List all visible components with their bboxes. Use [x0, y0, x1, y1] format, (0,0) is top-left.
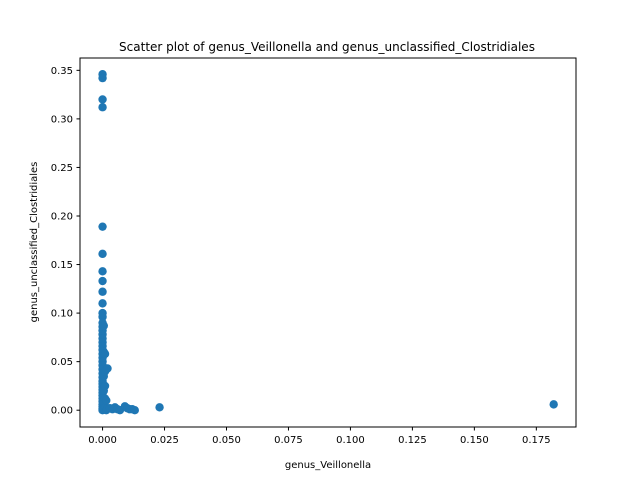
- x-tick-label: 0.075: [274, 435, 303, 446]
- data-point-48: [100, 381, 110, 391]
- data-point-66: [155, 403, 164, 412]
- y-tick-label: 0.00: [51, 406, 73, 417]
- points-layer: [98, 70, 558, 415]
- chart-title: Scatter plot of genus_Veillonella and ge…: [119, 40, 535, 54]
- data-point-6: [98, 267, 107, 276]
- x-axis-label: genus_Veillonella: [285, 460, 371, 471]
- data-point-7: [98, 276, 107, 286]
- data-point-2: [98, 95, 107, 104]
- y-tick-label: 0.10: [51, 309, 73, 320]
- data-point-5: [98, 249, 107, 259]
- data-point-3: [98, 103, 107, 112]
- y-axis-ticks: 0.00 0.05 0.10 0.15 0.20 0.25 0.30 0.35: [51, 66, 80, 417]
- data-point-1: [98, 73, 107, 83]
- data-point-67: [549, 400, 558, 409]
- data-point-54: [103, 364, 112, 373]
- x-axis-ticks: 0.000 0.025 0.050 0.075 0.100 0.125 0.150 0.175: [88, 427, 551, 446]
- x-tick-label: 0.000: [88, 435, 117, 446]
- plot-area-frame: [79, 57, 577, 428]
- x-tick-label: 0.175: [522, 435, 551, 446]
- data-point-40: [99, 321, 109, 330]
- x-tick-label: 0.150: [460, 435, 489, 446]
- y-tick-label: 0.20: [51, 211, 73, 222]
- y-tick-label: 0.05: [51, 357, 73, 368]
- data-point-4: [98, 222, 107, 231]
- x-tick-label: 0.100: [336, 435, 365, 446]
- data-point-52: [102, 396, 111, 405]
- y-tick-label: 0.25: [51, 163, 73, 174]
- x-tick-label: 0.050: [212, 435, 241, 446]
- y-axis-label: genus_unclassified_Clostridiales: [29, 162, 40, 323]
- x-tick-label: 0.025: [150, 435, 179, 446]
- x-tick-label: 0.125: [398, 435, 427, 446]
- data-point-11: [98, 312, 107, 322]
- data-point-65: [130, 406, 139, 415]
- y-tick-label: 0.30: [51, 114, 73, 125]
- y-tick-label: 0.15: [51, 260, 73, 271]
- data-point-8: [98, 287, 107, 296]
- y-tick-label: 0.35: [51, 66, 73, 77]
- data-point-46: [100, 349, 110, 359]
- data-point-9: [98, 299, 107, 308]
